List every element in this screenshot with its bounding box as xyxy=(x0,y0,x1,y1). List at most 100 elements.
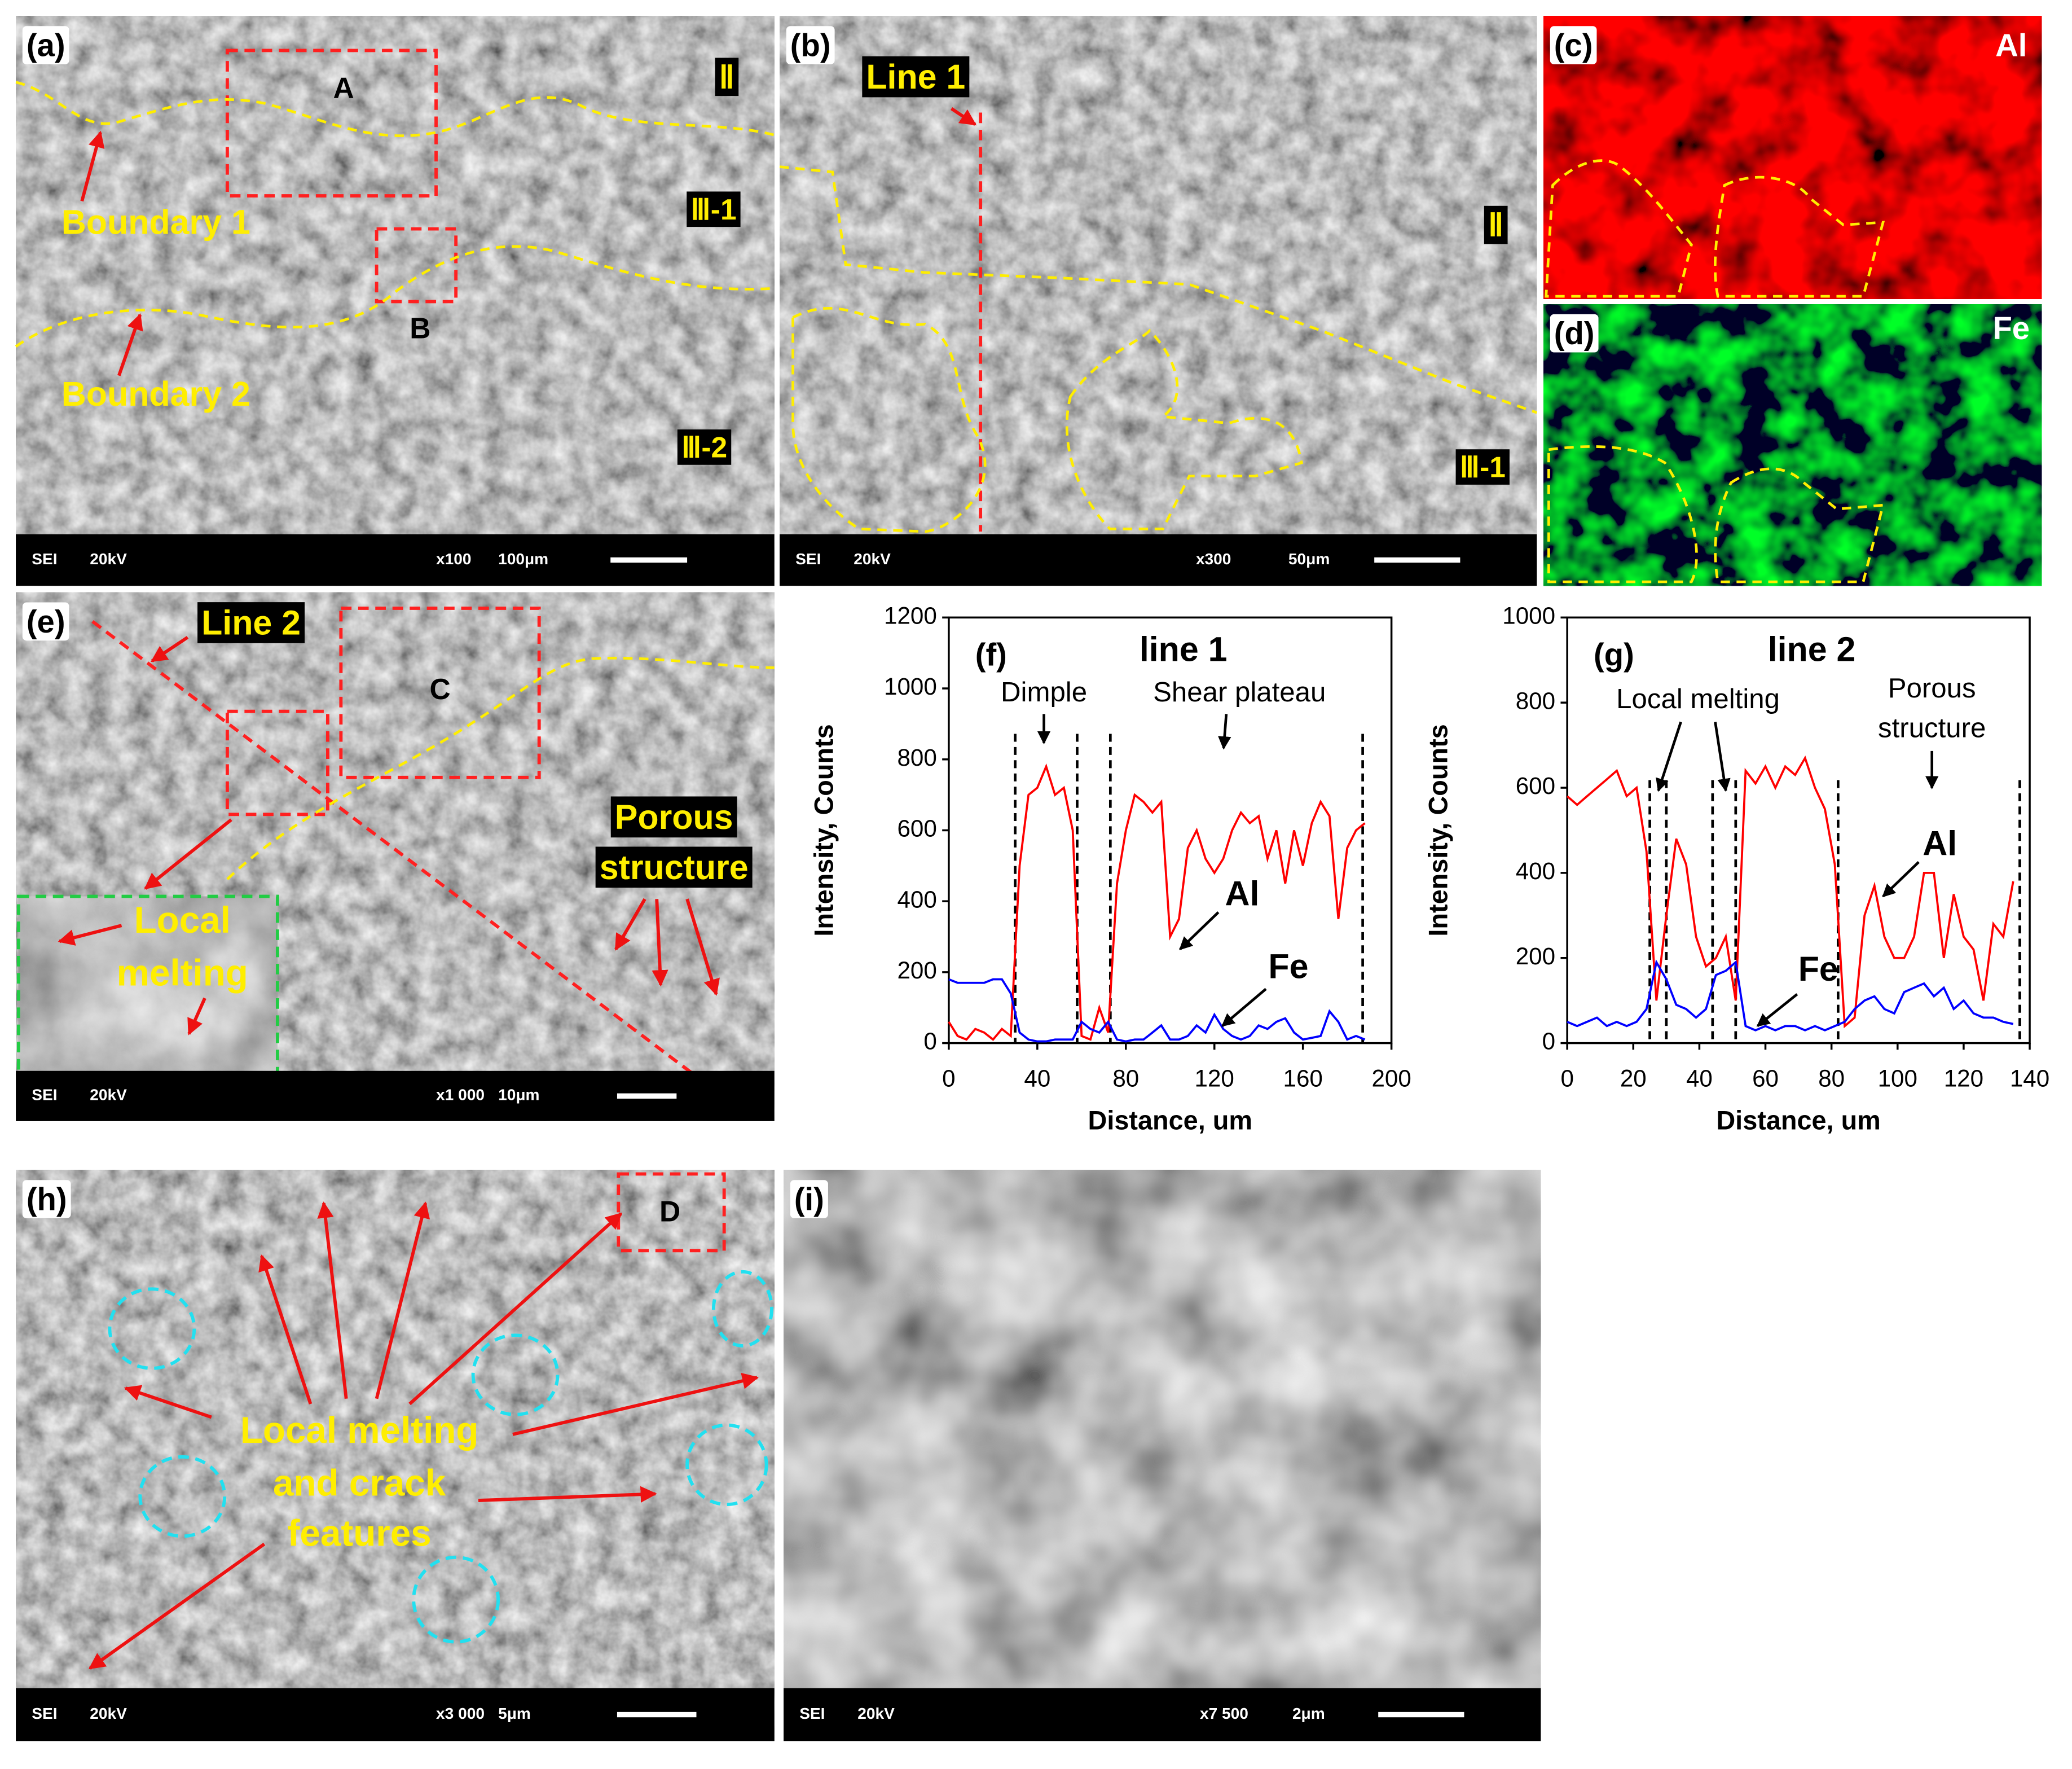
annotation: Shear plateau xyxy=(1153,677,1326,708)
region-outline xyxy=(1545,159,1693,298)
panel-label: (e) xyxy=(27,604,65,639)
info-text: 100μm xyxy=(498,550,548,568)
region-outline xyxy=(1547,445,1698,583)
arrow xyxy=(1179,911,1220,950)
info-text: x1 000 xyxy=(436,1086,485,1104)
x-tick-label: 20 xyxy=(1620,1065,1647,1091)
info-text: SEI xyxy=(32,550,57,568)
annotation: Porous xyxy=(1888,673,1976,704)
x-tick-label: 120 xyxy=(1944,1065,1983,1091)
y-tick-label: 600 xyxy=(1516,772,1555,799)
arrow xyxy=(187,997,206,1035)
annotation: Ⅱ xyxy=(1488,207,1504,243)
x-tick-label: 100 xyxy=(1878,1065,1917,1091)
info-text: 20kV xyxy=(90,550,127,568)
info-text: 2μm xyxy=(1292,1705,1325,1722)
label-background xyxy=(595,846,753,888)
label-background xyxy=(22,1180,71,1218)
y-axis-label: Intensity, Counts xyxy=(1424,724,1453,936)
boundary-line xyxy=(15,81,775,137)
annotation: Fe xyxy=(1268,947,1308,986)
region-outline xyxy=(1065,328,1303,530)
region-box xyxy=(225,49,438,197)
panel-label: (h) xyxy=(27,1182,67,1217)
data-line xyxy=(948,763,1366,1041)
annotation: Ⅲ-2 xyxy=(681,431,727,463)
arrow xyxy=(58,924,122,946)
labels: (a) SEI 20kV x100 100μm A B Ⅱ Ⅲ-1 Ⅲ-2 Boundary 1 Bo… xyxy=(16,26,2030,1741)
info-text: x100 xyxy=(436,550,472,568)
label-background xyxy=(197,602,305,643)
annotation: Al xyxy=(1995,28,2027,63)
x-tick-label: 0 xyxy=(1560,1065,1573,1091)
boundary-line xyxy=(15,245,775,348)
arrow xyxy=(1756,993,1798,1027)
y-tick-label: 200 xyxy=(897,957,936,984)
data-line xyxy=(1567,959,2014,1031)
x-tick-label: 60 xyxy=(1752,1065,1779,1091)
info-text: SEI xyxy=(32,1705,57,1722)
annotation: C xyxy=(429,673,450,705)
boundary-line xyxy=(779,165,1538,414)
x-tick-label: 80 xyxy=(1112,1065,1139,1091)
info-text: 20kV xyxy=(854,550,891,568)
label-background xyxy=(790,1180,828,1218)
arrow xyxy=(80,130,105,202)
info-text: SEI xyxy=(32,1086,57,1104)
label-background xyxy=(22,602,69,641)
label-background xyxy=(862,56,970,98)
y-tick-label: 800 xyxy=(897,744,936,771)
annotation: melting xyxy=(117,952,248,993)
annotation: Boundary 2 xyxy=(61,375,250,413)
annotation: Line 1 xyxy=(866,58,965,96)
arrow xyxy=(88,1543,266,1670)
x-axis-label: Distance, um xyxy=(1716,1106,1880,1135)
label-background xyxy=(1550,314,1599,353)
panel-label: (a) xyxy=(27,28,65,63)
annotation: Local melting xyxy=(240,1410,479,1451)
annotation: structure xyxy=(1878,712,1986,743)
info-text: SEI xyxy=(799,1705,825,1722)
panel-images xyxy=(16,16,2042,1741)
feature-circle xyxy=(471,1333,560,1416)
data-line xyxy=(948,978,1366,1043)
arrow xyxy=(375,1201,430,1399)
annotation: B xyxy=(410,312,430,345)
region-box xyxy=(339,606,541,779)
info-text: x7 500 xyxy=(1200,1705,1248,1722)
y-axis-label: Intensity, Counts xyxy=(809,724,838,936)
annotation: Al xyxy=(1923,824,1957,863)
x-tick-label: 120 xyxy=(1195,1065,1234,1091)
annotation: Local xyxy=(134,899,231,941)
annotation: Boundary 1 xyxy=(61,203,250,242)
y-tick-label: 0 xyxy=(1542,1028,1555,1055)
y-tick-label: 1000 xyxy=(1502,602,1555,629)
annotation: Ⅲ-1 xyxy=(690,193,736,226)
info-text: 50μm xyxy=(1288,550,1330,568)
eds-map xyxy=(1543,16,2042,299)
annotation: Dimple xyxy=(1001,677,1087,708)
chart-title: line 2 xyxy=(1768,630,1856,668)
annotation: D xyxy=(659,1195,680,1227)
info-text: x300 xyxy=(1196,550,1231,568)
feature-circle xyxy=(685,1423,768,1507)
arrow xyxy=(1656,721,1682,792)
arrow xyxy=(614,898,646,951)
x-tick-label: 160 xyxy=(1283,1065,1323,1091)
plot-frame xyxy=(1566,616,2031,1044)
annotation: Line 2 xyxy=(201,603,301,642)
sem-image xyxy=(780,16,1537,586)
label-background xyxy=(677,429,732,465)
annotation: Ⅱ xyxy=(719,59,735,95)
arrow xyxy=(117,313,143,376)
arrow xyxy=(685,898,720,996)
arrow xyxy=(478,1486,657,1503)
arrow xyxy=(124,1385,212,1419)
annotation: Porous xyxy=(615,798,733,836)
arrow xyxy=(258,1254,313,1405)
x-tick-label: 200 xyxy=(1371,1065,1411,1091)
feature-circle xyxy=(138,1455,227,1538)
label-background xyxy=(715,58,739,96)
